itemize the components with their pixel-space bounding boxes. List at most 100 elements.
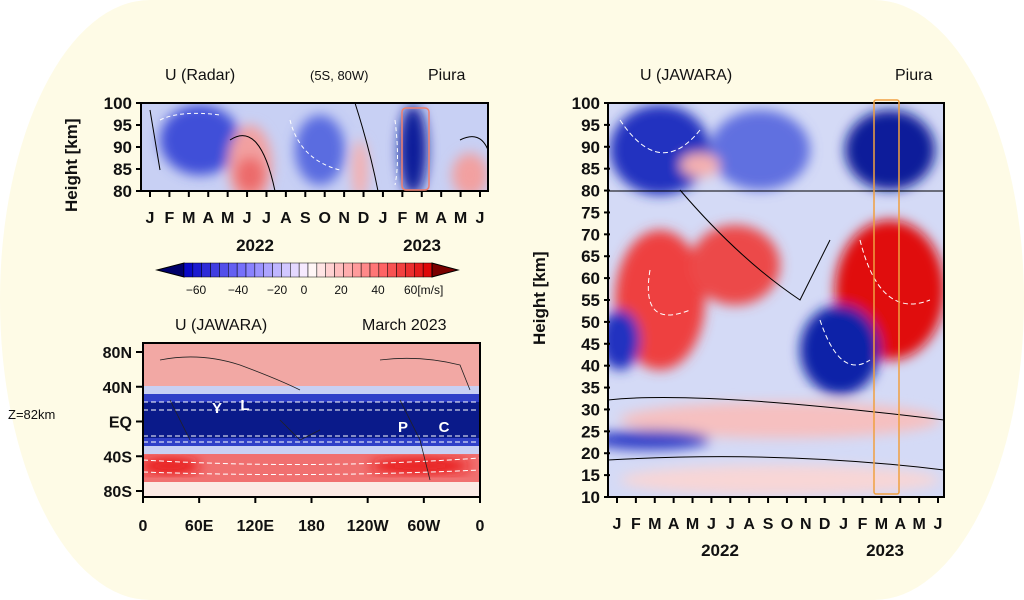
colorbar-swatch (210, 262, 220, 278)
colorbar-swatch (316, 262, 326, 278)
radar-ytick-label: 90 (113, 138, 132, 157)
station-marker-L: L (240, 397, 249, 414)
jawara-xtick-label: J (839, 516, 848, 533)
jawara-xtick-label: J (707, 516, 716, 533)
radar-xtick-label: M (182, 210, 195, 227)
jawara-ytick-label: 20 (581, 444, 600, 463)
radar-ytick-label: 100 (104, 94, 132, 113)
map-xtick-label: 120E (237, 518, 275, 535)
colorbar-swatch (281, 262, 291, 278)
colorbar-swatch (228, 262, 238, 278)
radar-ytick-label: 85 (113, 160, 132, 179)
radar-xtick-label: J (476, 210, 485, 227)
radar-xtick-label: F (397, 210, 407, 227)
jawara-ytick-label: 75 (581, 203, 600, 222)
station-marker-P: P (398, 419, 408, 436)
colorbar-tick-label: 60[m/s] (404, 283, 443, 297)
jawara-ytick-label: 40 (581, 357, 600, 376)
jawara-xtick-label: O (781, 516, 793, 533)
colorbar-swatch (298, 262, 309, 278)
jawara-ytick-label: 100 (572, 94, 600, 113)
radar-xtick-label: O (318, 210, 330, 227)
jawara-ytick-label: 25 (581, 422, 600, 441)
jawara-ytick-label: 80 (581, 182, 600, 201)
jawara-xtick-label: S (763, 516, 774, 533)
colorbar-swatch (422, 262, 433, 278)
jawara-xtick-label: M (912, 516, 925, 533)
jawara-xtick-label: M (648, 516, 661, 533)
colorbar-swatch (263, 262, 273, 278)
map-xtick-label: 0 (139, 518, 148, 535)
jawara-xtick-label: M (686, 516, 699, 533)
colorbar-swatch (290, 262, 300, 278)
jawara-ylabel: Height [km] (530, 252, 549, 346)
map-xtick-label: 60W (407, 518, 441, 535)
radar-heatmap (141, 103, 488, 191)
colorbar-tick-label: −60 (186, 283, 207, 297)
map-ytick-label: EQ (109, 415, 132, 432)
jawara-ytick-label: 35 (581, 379, 600, 398)
colorbar-tick-label: 0 (301, 283, 308, 297)
colorbar-swatch (236, 262, 247, 278)
radar-xtick-label: J (243, 210, 252, 227)
jawara-title: U (JAWARA) (640, 67, 732, 84)
map-ytick-label: 80N (103, 345, 132, 362)
jawara-xtick-label: N (800, 516, 812, 533)
map-xtick-label: 120W (347, 518, 390, 535)
radar-title: U (Radar) (165, 67, 235, 84)
jawara-ytick-label: 60 (581, 269, 600, 288)
colorbar-tick-label: 20 (334, 283, 348, 297)
radar-ylabel: Height [km] (62, 119, 81, 213)
radar-xtick-label: F (165, 210, 175, 227)
jawara-xtick-label: A (668, 516, 680, 533)
jawara-xtick-label: D (819, 516, 831, 533)
colorbar-swatch (343, 262, 353, 278)
station-marker-Y: Y (212, 400, 222, 417)
jawara-ytick-label: 50 (581, 313, 600, 332)
colorbar-swatch (219, 262, 229, 278)
colorbar-swatch (192, 262, 202, 278)
jawara-xtick-label: J (726, 516, 735, 533)
radar-site: Piura (428, 67, 465, 84)
year-label: 2023 (866, 541, 904, 560)
march-2023-highlight-box (401, 107, 430, 191)
radar-xtick-label: J (262, 210, 271, 227)
colorbar-swatch (307, 262, 318, 278)
year-label: 2022 (701, 541, 739, 560)
year-label: 2022 (236, 236, 274, 255)
jawara-ytick-label: 30 (581, 400, 600, 419)
map-altitude-label: Z=82km (8, 407, 55, 422)
colorbar-swatch (245, 262, 256, 278)
map-title: U (JAWARA) (175, 317, 267, 334)
radar-xtick-label: M (221, 210, 234, 227)
jawara-ytick-label: 15 (581, 466, 600, 485)
colorbar-swatch (254, 262, 264, 278)
map-ytick-label: 40S (104, 449, 133, 466)
colorbar-tick-label: 40 (371, 283, 385, 297)
jawara-ytick-label: 45 (581, 335, 600, 354)
jawara-xtick-label: A (743, 516, 755, 533)
map-date: March 2023 (362, 317, 447, 334)
jawara-ytick-label: 10 (581, 488, 600, 507)
radar-xtick-label: M (454, 210, 467, 227)
colorbar-swatch (272, 262, 282, 278)
radar-xtick-label: A (435, 210, 447, 227)
colorbar-min-arrow (155, 262, 185, 278)
colorbar-swatch (352, 262, 362, 278)
colorbar-tick-label: −20 (267, 283, 288, 297)
year-label: 2023 (403, 236, 441, 255)
jawara-xtick-label: F (631, 516, 641, 533)
radar-xtick-label: M (415, 210, 428, 227)
colorbar-tick-label: −40 (228, 283, 249, 297)
colorbar-swatch (183, 262, 194, 278)
jawara-xtick-label: J (613, 516, 622, 533)
jawara-ytick-label: 90 (581, 138, 600, 157)
radar-xtick-label: S (300, 210, 311, 227)
jawara-ytick-label: 55 (581, 291, 600, 310)
jawara-xtick-label: F (858, 516, 868, 533)
radar-location: (5S, 80W) (310, 68, 369, 83)
colorbar-swatch (396, 262, 406, 278)
jawara-xtick-label: J (934, 516, 943, 533)
radar-xtick-label: J (378, 210, 387, 227)
